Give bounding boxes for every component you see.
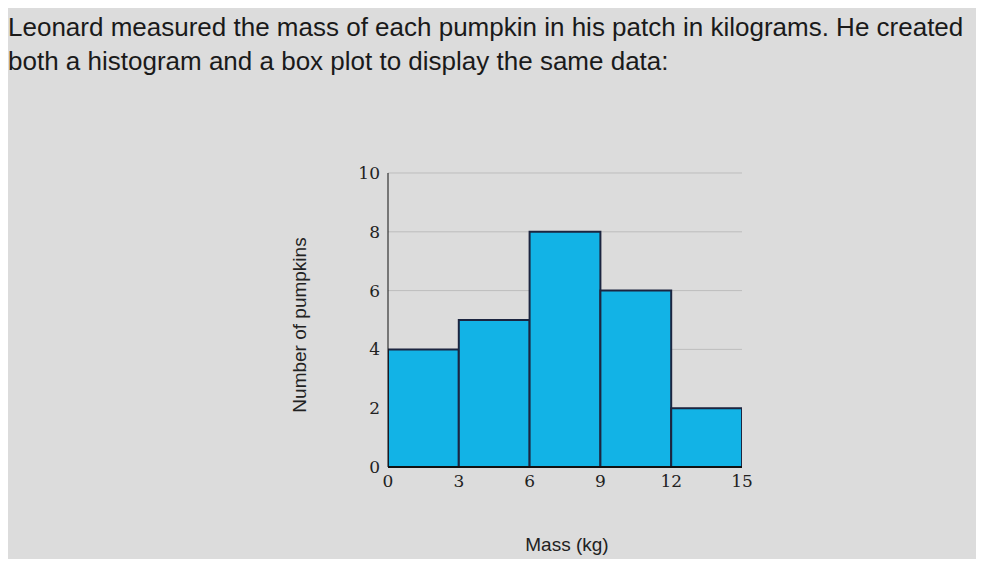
svg-text:4: 4 — [369, 339, 380, 359]
svg-text:10: 10 — [358, 163, 380, 183]
svg-text:15: 15 — [731, 471, 753, 491]
svg-text:8: 8 — [369, 222, 380, 242]
svg-text:6: 6 — [369, 281, 380, 301]
svg-text:2: 2 — [369, 398, 380, 418]
svg-text:3: 3 — [453, 471, 464, 491]
html-text:Number of pumpkins: Number of pumpkins — [289, 237, 310, 413]
html-text:Leonard measured the mass of e: Leonard measured the mass of each pumpki… — [8, 12, 964, 76]
svg-text:0: 0 — [369, 457, 380, 477]
svg-text:0: 0 — [383, 471, 394, 491]
svg-text:9: 9 — [595, 471, 606, 491]
html-text:Mass (kg): Mass (kg) — [525, 534, 609, 555]
svg-text:12: 12 — [660, 471, 682, 491]
svg-text:6: 6 — [524, 471, 535, 491]
